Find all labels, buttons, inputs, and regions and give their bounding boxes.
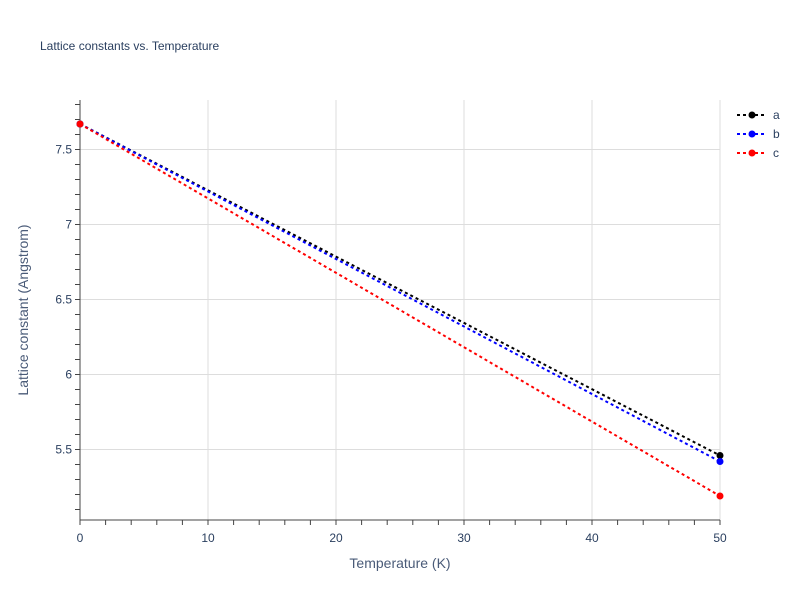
legend-marker-a <box>748 111 756 119</box>
y-axis-ticks: 5.5 6 6.5 7 7.5 <box>55 104 80 510</box>
y-tick-label: 7 <box>65 218 72 232</box>
x-tick-label: 50 <box>713 531 727 545</box>
y-tick-label: 7.5 <box>55 143 72 157</box>
x-tick-label: 0 <box>77 531 84 545</box>
legend-marker-b <box>748 130 756 138</box>
plot-area: 0 10 20 30 40 50 5.5 6 6.5 7 7.5 <box>55 100 727 545</box>
legend-item-b[interactable]: b <box>737 127 780 141</box>
chart-title: Lattice constants vs. Temperature <box>40 39 220 53</box>
x-tick-label: 40 <box>585 531 599 545</box>
data-point-c <box>716 492 724 500</box>
legend-item-c[interactable]: c <box>737 146 779 160</box>
legend-label-c: c <box>773 146 779 160</box>
legend-label-a: a <box>773 108 780 122</box>
x-axis-ticks: 0 10 20 30 40 50 <box>77 520 727 545</box>
grid-vertical <box>207 100 721 520</box>
legend-label-b: b <box>773 127 780 141</box>
data-point-a <box>716 452 724 459</box>
x-tick-label: 20 <box>329 531 343 545</box>
x-axis-title: Temperature (K) <box>349 555 450 571</box>
legend-item-a[interactable]: a <box>737 108 780 122</box>
y-tick-label: 5.5 <box>55 443 72 457</box>
x-tick-label: 10 <box>201 531 215 545</box>
legend[interactable]: abc <box>737 108 780 160</box>
series-line-b <box>79 123 721 463</box>
legend-marker-c <box>748 149 756 157</box>
series-line-c <box>79 123 721 497</box>
series-layer <box>76 120 724 500</box>
data-point-c <box>76 120 84 128</box>
y-tick-label: 6.5 <box>55 293 72 307</box>
grid-horizontal <box>80 149 720 450</box>
x-tick-label: 30 <box>457 531 471 545</box>
y-axis-title: Lattice constant (Angstrom) <box>15 224 31 395</box>
y-tick-label: 6 <box>65 368 72 382</box>
data-point-b <box>716 458 724 465</box>
